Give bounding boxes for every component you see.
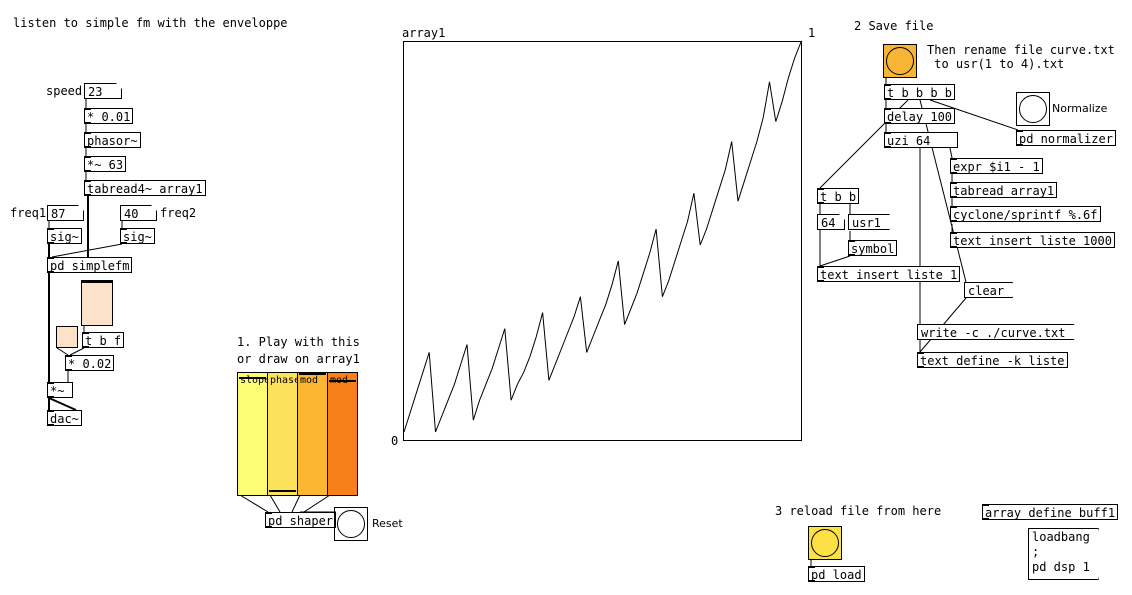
speed-label: speed: [46, 84, 83, 98]
freq2-label: freq2: [160, 206, 197, 220]
array-define-object[interactable]: array define buff1: [982, 504, 1119, 520]
array1-graph[interactable]: [403, 41, 802, 441]
vertical-slider[interactable]: [81, 280, 113, 326]
phasor-object[interactable]: phasor~: [84, 132, 141, 148]
bang-circle: [811, 529, 839, 557]
save-bang[interactable]: [883, 44, 917, 78]
mul-001-object[interactable]: * 0.01: [84, 108, 134, 124]
array-name: array1: [402, 26, 446, 40]
slider-1[interactable]: phasemod: [267, 372, 318, 496]
array-ymin-label: 0: [391, 434, 399, 448]
tbb-object[interactable]: t b b: [817, 188, 860, 204]
uzi-object[interactable]: uzi 64: [884, 132, 958, 148]
load-object[interactable]: pd load: [808, 566, 865, 582]
reset-label: Reset: [372, 517, 403, 530]
tabread4-object[interactable]: tabread4~ array1: [84, 180, 206, 196]
tbbbb-object[interactable]: t b b b b: [884, 84, 956, 100]
normalize-bang[interactable]: [1016, 92, 1050, 126]
sprintf-object[interactable]: cyclone/sprintf %.6f: [950, 206, 1101, 222]
slider-label: slope: [240, 375, 271, 386]
small-slider[interactable]: [56, 326, 78, 348]
bang-circle: [886, 47, 914, 75]
simplefm-object[interactable]: pd simplefm: [47, 257, 133, 273]
mul-sig-object[interactable]: *~: [47, 382, 73, 398]
sig1-object[interactable]: sig~: [47, 228, 82, 244]
insert1-object[interactable]: text insert liste 1: [817, 266, 961, 282]
slider-2[interactable]: mod: [297, 372, 328, 496]
sig2-object[interactable]: sig~: [120, 228, 155, 244]
mul-002-object[interactable]: * 0.02: [65, 355, 115, 371]
mul63-object[interactable]: *~ 63: [84, 156, 127, 172]
delay-object[interactable]: delay 100: [884, 108, 956, 124]
reset-bang[interactable]: [334, 507, 368, 541]
play-comment: 1. Play with this or draw on array1: [237, 335, 360, 366]
intro-comment: listen to simple fm with the enveloppe: [13, 16, 288, 30]
symbol-object[interactable]: symbol: [848, 240, 898, 256]
speed-number[interactable]: 23: [84, 83, 122, 99]
slider-handle[interactable]: [269, 490, 296, 492]
slider-3[interactable]: mod: [327, 372, 358, 496]
bang-circle: [337, 510, 365, 538]
array-ymax-label: 1: [808, 26, 816, 40]
insert1000-object[interactable]: text insert liste 1000: [950, 232, 1115, 248]
slider-label: mod: [300, 375, 319, 386]
slider-handle[interactable]: [82, 281, 112, 283]
slider-handle[interactable]: [239, 377, 266, 379]
reload-comment: 3 reload file from here: [775, 504, 942, 518]
expr-object[interactable]: expr $i1 - 1: [950, 158, 1043, 174]
usr1-message[interactable]: usr1: [848, 214, 890, 230]
array1-curve[interactable]: [403, 41, 802, 433]
clear-message[interactable]: clear: [964, 282, 1013, 298]
freq2-number[interactable]: 40: [120, 205, 157, 221]
loadbang-message[interactable]: loadbang ; pd dsp 1: [1028, 528, 1099, 580]
slider-label: phasemod: [270, 375, 319, 386]
graph-frame: [403, 41, 802, 441]
dac-object[interactable]: dac~: [47, 410, 82, 426]
rename-comment: Then rename file curve.txt to usr(1 to 4…: [927, 43, 1115, 71]
save-comment: 2 Save file: [854, 19, 934, 33]
normalize-label: Normalize: [1052, 102, 1108, 115]
tabread-object[interactable]: tabread array1: [950, 182, 1058, 198]
write-message[interactable]: write -c ./curve.txt: [917, 324, 1075, 340]
freq1-label: freq1: [10, 206, 47, 220]
normalizer-object[interactable]: pd normalizer: [1016, 130, 1116, 146]
shaper-object[interactable]: pd shaper: [265, 512, 337, 528]
define-object[interactable]: text define -k liste: [917, 352, 1068, 368]
slider-0[interactable]: slope: [237, 372, 271, 496]
slider-handle[interactable]: [299, 373, 326, 375]
load-bang[interactable]: [808, 526, 842, 560]
freq1-number[interactable]: 87: [47, 205, 84, 221]
slider-handle[interactable]: [329, 380, 356, 382]
bang-circle: [1019, 95, 1047, 123]
count-number[interactable]: 64: [817, 214, 845, 230]
tbf-object[interactable]: t b f: [82, 332, 125, 348]
